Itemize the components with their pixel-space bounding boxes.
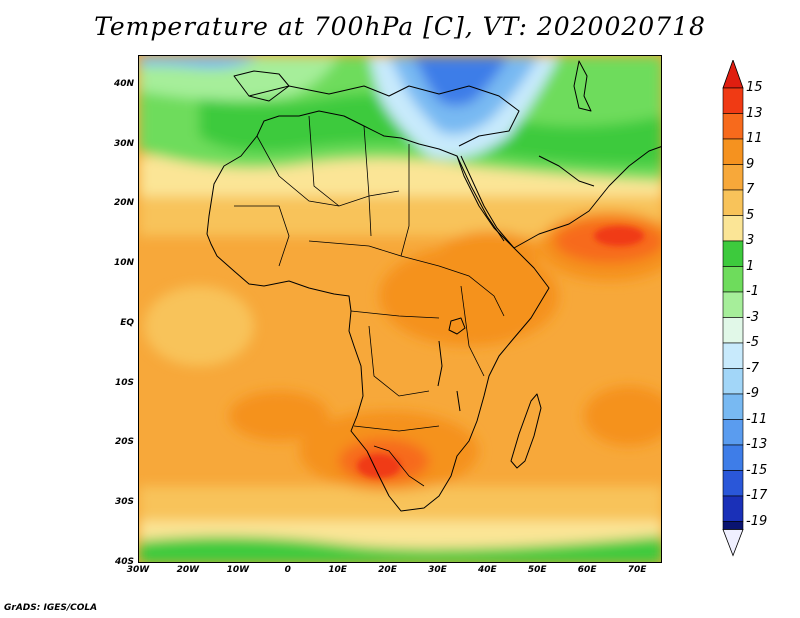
red-sea-coast xyxy=(456,155,505,242)
colorbar-label: -9 xyxy=(746,386,759,401)
lake-tanganyika xyxy=(437,340,443,387)
lon-tick-label: 30W xyxy=(126,565,150,575)
lon-tick-label: 70E xyxy=(627,565,647,575)
border-sahara-3 xyxy=(363,125,372,237)
border-south-2 xyxy=(373,445,425,487)
colorbar-label: 1 xyxy=(746,258,755,274)
border-south-1 xyxy=(353,425,440,432)
colorbar-label: -7 xyxy=(746,360,759,376)
colorbar-label: 5 xyxy=(746,207,755,223)
temperature-field xyxy=(139,56,661,562)
colorbar-label: 15 xyxy=(746,80,763,95)
madagascar-outline xyxy=(510,393,542,469)
temperature-map xyxy=(138,55,662,563)
field-cool-atlantic xyxy=(144,286,254,366)
iberia-outline xyxy=(233,70,290,102)
colorbar-under-bin xyxy=(722,521,744,530)
colorbar-label: -1 xyxy=(746,284,759,299)
colorbar-label: -5 xyxy=(746,335,759,350)
colorbar-label: -3 xyxy=(746,309,759,325)
colorbar-bin xyxy=(722,495,744,522)
border-west-1 xyxy=(234,205,290,267)
colorbar-bin xyxy=(722,342,744,369)
border-sahara-1 xyxy=(256,135,400,207)
lon-tick-label: 10E xyxy=(328,565,347,575)
lat-tick-label: EQ xyxy=(120,317,134,328)
colorbar-bin xyxy=(722,189,744,216)
lake-victoria xyxy=(448,317,466,335)
colorbar-bin xyxy=(722,368,744,395)
colorbar-label: -11 xyxy=(746,411,768,427)
lon-tick-label: 20E xyxy=(378,565,397,575)
field-blue-3 xyxy=(409,56,509,106)
map-title: Temperature at 700hPa [C], VT: 202002071… xyxy=(94,12,706,41)
lon-tick-label: 30E xyxy=(428,565,447,575)
border-sahara-2 xyxy=(308,115,340,207)
field-south-green xyxy=(139,536,661,562)
mediterranean-north xyxy=(248,85,520,147)
colorbar-bin xyxy=(722,164,744,191)
lon-tick-label: 60E xyxy=(577,565,597,575)
lat-tick-label: 40S xyxy=(114,557,134,567)
colorbar-label: -19 xyxy=(746,513,768,529)
border-central-2 xyxy=(350,310,440,319)
border-sahara-4 xyxy=(400,144,410,257)
colorbar-bin xyxy=(722,444,744,471)
field-hottest-arabian xyxy=(594,226,644,246)
colorbar-bin xyxy=(722,113,744,140)
colorbar-bin xyxy=(722,240,744,267)
colorbar-bin xyxy=(722,87,744,114)
colorbar-label: -17 xyxy=(746,488,768,503)
arabia-outline xyxy=(460,146,661,249)
border-east-2 xyxy=(460,285,485,377)
africa-outline xyxy=(206,110,550,512)
lat-tick-label: 10N xyxy=(113,258,134,269)
lat-tick-label: 20S xyxy=(114,437,134,448)
lon-tick-label: 50E xyxy=(527,565,547,575)
colorbar-bin xyxy=(722,291,744,318)
colorbar-bin xyxy=(722,419,744,446)
colorbar-label: 7 xyxy=(746,182,755,197)
colorbar-label: -13 xyxy=(746,437,768,452)
colorbar-top-arrow xyxy=(722,60,744,89)
colorbar-bin xyxy=(722,470,744,497)
field-warm-ethiopia xyxy=(439,231,539,281)
persian-gulf xyxy=(538,155,595,187)
colorbar xyxy=(722,60,744,557)
colorbar-bin xyxy=(722,393,744,420)
field-blue-west xyxy=(139,56,259,69)
country-borders xyxy=(234,115,505,487)
colorbar-label: 11 xyxy=(746,131,763,146)
field-hottest-south xyxy=(357,454,401,478)
lon-tick-label: 40E xyxy=(477,565,497,575)
lon-tick-label: 0 xyxy=(284,565,291,575)
lat-tick-label: 30N xyxy=(113,138,134,149)
lon-tick-label: 10W xyxy=(226,565,250,575)
lon-tick-label: 20W xyxy=(176,565,200,575)
colorbar-bin xyxy=(722,266,744,293)
lat-tick-label: 40N xyxy=(113,78,134,89)
colorbar-bin xyxy=(722,138,744,165)
colorbar-label: 13 xyxy=(746,105,763,121)
lat-tick-label: 20N xyxy=(113,198,134,209)
lake-malawi xyxy=(456,390,461,412)
colorbar-bin xyxy=(722,317,744,344)
colorbar-bin xyxy=(722,215,744,242)
border-central-3 xyxy=(368,325,430,397)
credit-text: GrADS: IGES/COLA xyxy=(4,603,98,613)
colorbar-label: -15 xyxy=(746,462,768,478)
lat-tick-label: 10S xyxy=(114,377,134,388)
field-warm-atlantic xyxy=(229,391,329,441)
field-warm-indian xyxy=(584,386,661,446)
coastlines xyxy=(206,60,661,512)
colorbar-label: 3 xyxy=(746,233,755,248)
colorbar-label: 9 xyxy=(746,156,755,172)
colorbar-bottom-arrow xyxy=(722,529,744,557)
border-central-1 xyxy=(308,240,440,267)
caspian-outline xyxy=(573,60,592,112)
lat-tick-label: 30S xyxy=(114,497,134,508)
border-east-1 xyxy=(438,265,505,317)
